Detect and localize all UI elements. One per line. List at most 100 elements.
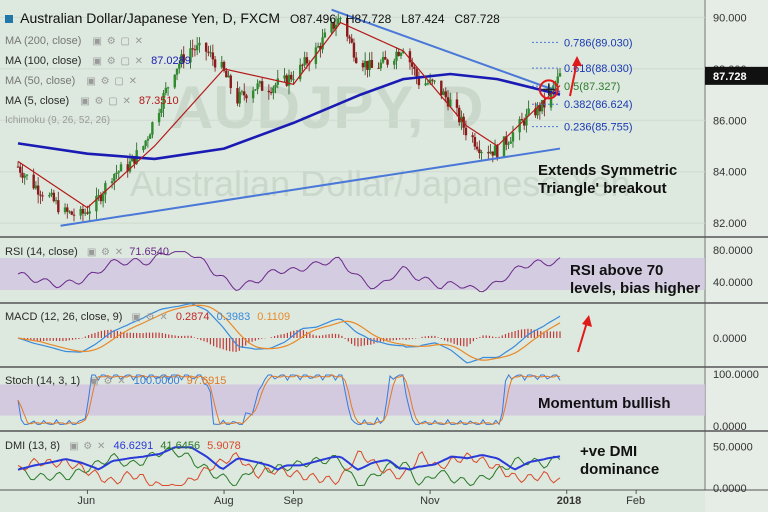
triangle-trendline-upper [331, 8, 561, 93]
candle-body [164, 87, 168, 94]
candle-body [363, 60, 367, 68]
candle-body [323, 32, 327, 38]
candle-body [424, 83, 427, 86]
legend-ma100[interactable]: MA (100, close) ▣ ⚙ ▢ ✕ 87.0289 [5, 55, 191, 67]
candle-body [41, 195, 44, 197]
time-axis-label: Nov [420, 495, 440, 507]
candle-body [303, 57, 306, 66]
time-axis-label: Sep [283, 495, 303, 507]
legend-ma5[interactable]: MA (5, close) ▣ ⚙ ▢ ✕ 87.3510 [5, 95, 179, 107]
candle-body [366, 60, 369, 70]
candle-body [21, 172, 24, 178]
legend-ma50[interactable]: MA (50, close) ▣ ⚙ ▢ ✕ [5, 75, 137, 87]
legend-ma200-controls-icon[interactable]: ▣ ⚙ ▢ ✕ [92, 36, 145, 47]
stoch-value-d: 97.6915 [186, 375, 227, 387]
macd-legend[interactable]: MACD (12, 26, close, 9) ▣ ⚙ ✕ 0.2874 0.3… [5, 311, 290, 323]
price-tick-label: 90.000 [713, 12, 747, 24]
candle-body [520, 119, 524, 121]
candle-body [104, 183, 107, 195]
candle-body [292, 79, 295, 81]
candle-body [509, 141, 512, 144]
candle-body [346, 17, 349, 37]
candle-body [319, 45, 322, 50]
candle-body [449, 99, 452, 107]
candle-body [480, 152, 483, 154]
candle-body [238, 92, 241, 104]
dmi-tick-label: 50.0000 [713, 441, 753, 453]
chart-title: Australian Dollar/Japanese Yen, D, FXCM [20, 10, 281, 26]
fib-level-label: 0.5(87.327) [564, 81, 620, 93]
ohlc-low: L87.424 [401, 12, 445, 26]
macd-up-arrow-shaft [577, 321, 588, 353]
candle-body [182, 54, 185, 63]
candle-body [191, 48, 194, 50]
candle-body [534, 108, 537, 116]
macd-controls-icon[interactable]: ▣ ⚙ ✕ [131, 312, 169, 323]
candle-body [128, 161, 132, 172]
legend-ichimoku[interactable]: Ichimoku (9, 26, 52, 26) [5, 115, 110, 126]
candle-body [113, 174, 116, 182]
candle-body [408, 51, 412, 63]
candle-body [352, 42, 356, 58]
legend-ma100-controls-icon[interactable]: ▣ ⚙ ▢ ✕ [92, 56, 145, 67]
candle-body [458, 107, 461, 123]
candle-body [178, 63, 181, 69]
dmi-legend[interactable]: DMI (13, 8) ▣ ⚙ ✕ 46.6291 41.6456 5.9078 [5, 440, 241, 452]
candle-body [491, 151, 495, 156]
candle-body [81, 208, 85, 214]
adx-line [17, 446, 561, 471]
candle-body [19, 166, 22, 173]
candle-body [417, 77, 421, 86]
macd-signal-line [17, 304, 561, 361]
candle-body [348, 36, 351, 39]
candle-body [70, 211, 73, 215]
candle-body [99, 195, 103, 202]
candle-body [381, 56, 385, 63]
candle-body [267, 90, 271, 93]
candle-body [316, 45, 320, 48]
candle-body [54, 200, 58, 202]
watermark-symbol: AUDJPY, D [170, 74, 483, 141]
stoch-controls-icon[interactable]: ▣ ⚙ ✕ [89, 376, 127, 387]
stoch-legend[interactable]: Stoch (14, 3, 1) ▣ ⚙ ✕ 100.0000 97.6915 [5, 375, 226, 387]
legend-ma5-controls-icon[interactable]: ▣ ⚙ ▢ ✕ [80, 96, 132, 107]
candle-body [25, 174, 29, 176]
candle-body [243, 91, 246, 96]
rsi-legend[interactable]: RSI (14, close) ▣ ⚙ ✕ 71.6540 [5, 246, 169, 258]
price-axis-panel [705, 0, 768, 512]
legend-ma5-value: 87.3510 [138, 95, 179, 107]
rsi-controls-icon[interactable]: ▣ ⚙ ✕ [86, 247, 125, 258]
rsi-tick-label: 40.0000 [713, 277, 753, 289]
legend-ma50-controls-icon[interactable]: ▣ ⚙ ▢ ✕ [86, 76, 138, 87]
candle-body [204, 42, 208, 52]
candle-body [478, 149, 481, 154]
candle-body [198, 42, 201, 46]
candle-body [68, 211, 71, 213]
candle-body [195, 45, 199, 51]
stoch-d-line [17, 374, 561, 425]
dmi-tick-label: 0.0000 [713, 483, 747, 495]
candle-body [538, 105, 542, 112]
candle-body [211, 52, 215, 60]
candle-body [489, 151, 492, 154]
candle-body [410, 62, 414, 67]
candle-body [444, 91, 447, 98]
candle-body [34, 185, 38, 189]
candle-body [189, 48, 192, 63]
stoch-label: Stoch (14, 3, 1) [5, 375, 81, 387]
dmi-controls-icon[interactable]: ▣ ⚙ ✕ [69, 441, 107, 452]
legend-ma200[interactable]: MA (200, close) ▣ ⚙ ▢ ✕ [5, 35, 143, 47]
macd-line [17, 302, 561, 364]
candle-body [236, 88, 239, 104]
candle-body [213, 59, 217, 68]
candle-body [209, 52, 212, 54]
candle-body [160, 108, 163, 113]
candle-body [354, 57, 358, 64]
candle-body [72, 214, 76, 216]
candle-body [493, 145, 497, 156]
candle-body [413, 66, 416, 69]
candle-body [305, 57, 309, 64]
candle-body [415, 68, 418, 78]
candle-body [269, 92, 273, 94]
